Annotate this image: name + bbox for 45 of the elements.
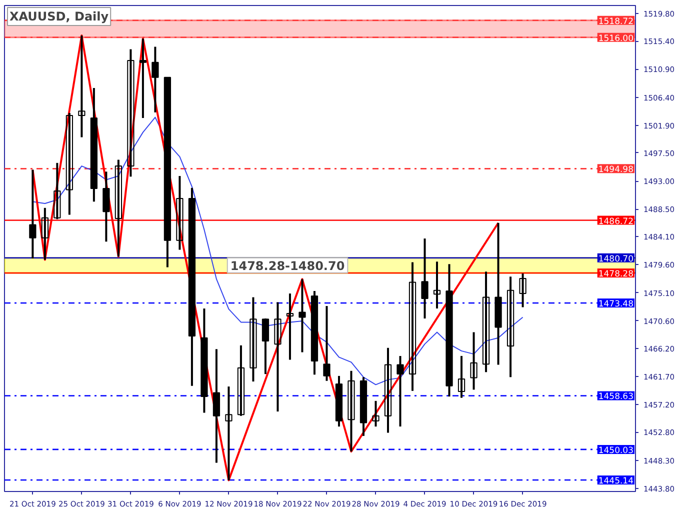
candlestick (458, 354, 466, 399)
ref-line-label: 1445.14 (598, 476, 634, 487)
candlestick (176, 175, 184, 251)
candlestick (482, 270, 490, 374)
candlestick (152, 46, 159, 114)
candlestick (396, 354, 404, 428)
candlestick (323, 304, 330, 382)
candlestick (470, 331, 478, 391)
ref-line-label: 1494.98 (598, 165, 634, 176)
ref-line-label: 1480.70 (598, 254, 634, 264)
candlestick (250, 296, 257, 383)
candlestick (225, 386, 232, 482)
candlestick (237, 344, 245, 417)
ref-line-label: 1518.72 (598, 16, 634, 27)
candlestick (274, 301, 282, 413)
band-label: 1478.28-1480.70 (230, 258, 345, 273)
ref-line-label: 1478.28 (598, 269, 634, 280)
candlestick (54, 162, 61, 220)
candlestick (102, 170, 110, 243)
candlestick (78, 34, 86, 138)
candlestick (519, 272, 526, 308)
candlestick (372, 400, 380, 428)
candlestick (41, 206, 48, 261)
ref-line-label: 1473.48 (598, 299, 634, 310)
candlestick (433, 260, 441, 310)
candlestick (298, 278, 306, 354)
ref-line-label: 1486.72 (598, 216, 634, 227)
ref-line-label: 1516.00 (598, 34, 634, 44)
candlestick (66, 112, 73, 216)
candlestick (421, 238, 428, 320)
line-series (32, 116, 524, 386)
candlestick (348, 370, 355, 453)
ref-line-label: 1458.63 (598, 392, 634, 402)
candlestick (384, 346, 392, 434)
candlestick (212, 348, 220, 464)
candlestick (262, 317, 270, 376)
candlestick (114, 158, 122, 258)
candlestick (506, 276, 514, 378)
candlestick (127, 48, 134, 178)
candlestick (286, 292, 294, 361)
candlestick (139, 38, 147, 119)
chart-title: XAUUSD, Daily (10, 10, 109, 24)
candlestick (29, 168, 36, 260)
candlestick (408, 261, 416, 392)
ref-line-label: 1450.03 (598, 446, 634, 456)
